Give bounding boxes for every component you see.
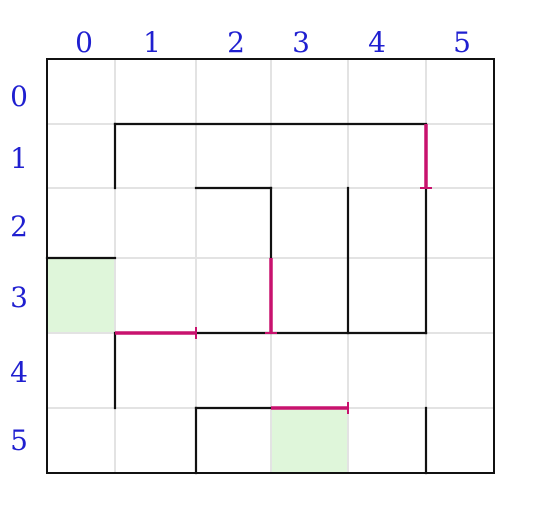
column-labels: 0 1 2 3 4 5 xyxy=(75,26,471,59)
column-label: 5 xyxy=(453,26,471,59)
column-label: 4 xyxy=(368,26,386,59)
row-label: 4 xyxy=(10,356,28,389)
column-label: 1 xyxy=(143,26,161,59)
marked-segments xyxy=(115,124,432,414)
column-label: 2 xyxy=(227,26,245,59)
row-label: 2 xyxy=(10,210,28,243)
row-label: 3 xyxy=(10,281,28,314)
row-label: 5 xyxy=(10,424,28,457)
row-label: 1 xyxy=(10,142,28,175)
walls xyxy=(45,122,428,475)
highlighted-cell xyxy=(47,258,115,333)
board-border xyxy=(46,58,495,474)
highlighted-cell xyxy=(271,408,348,473)
row-labels: 0 1 2 3 4 5 xyxy=(10,80,28,457)
column-label: 3 xyxy=(292,26,310,59)
row-label: 0 xyxy=(10,80,28,113)
column-label: 0 xyxy=(75,26,93,59)
highlighted-cells xyxy=(47,258,348,473)
